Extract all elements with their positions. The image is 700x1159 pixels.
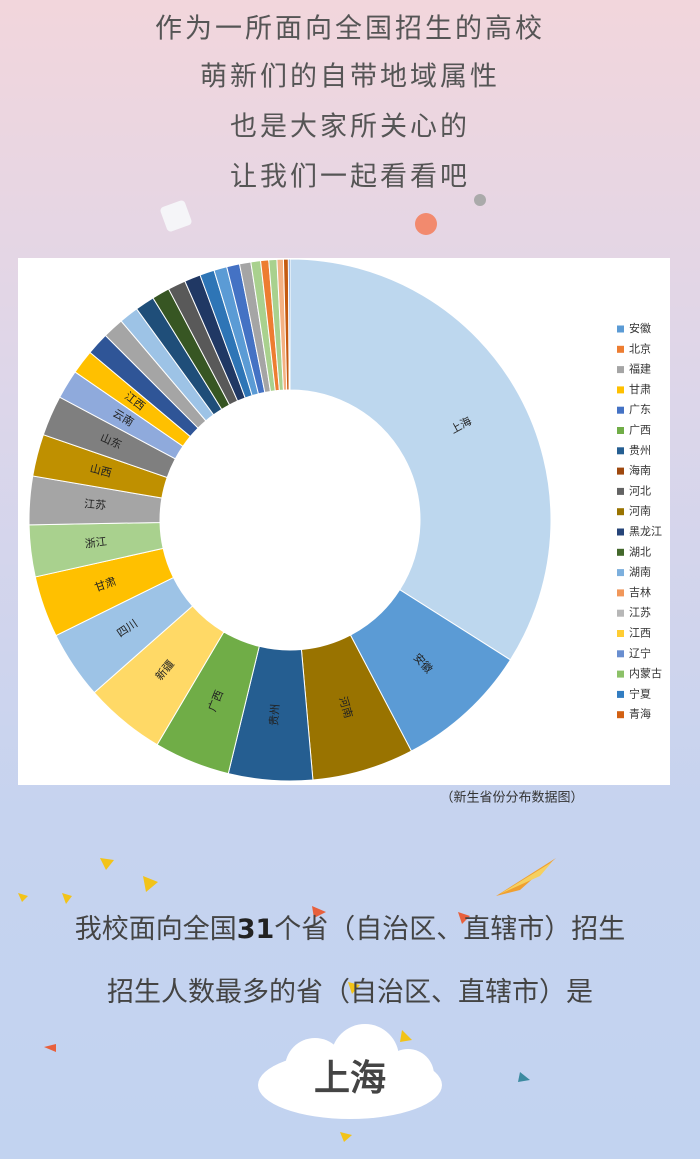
legend-label: 河北 <box>629 484 651 497</box>
legend-swatch <box>617 447 624 455</box>
summary-text: 我校面向全国 <box>75 914 237 945</box>
legend-label: 海南 <box>629 463 651 477</box>
legend-swatch <box>617 406 624 414</box>
legend-label: 吉林 <box>629 585 651 599</box>
chart: 上海安徽河南贵州广西新疆四川甘肃浙江江苏山西山东云南江西安徽北京福建甘肃广东广西… <box>28 258 662 782</box>
legend-label: 河南 <box>629 505 651 518</box>
legend-label: 江西 <box>629 627 651 640</box>
decor <box>415 213 437 235</box>
legend-label: 黑龙江 <box>629 525 662 538</box>
highlight: 上海 <box>314 1058 386 1099</box>
legend-label: 湖北 <box>629 545 651 558</box>
legend-label: 宁夏 <box>629 686 651 700</box>
legend-label: 广东 <box>629 403 651 416</box>
legend-label: 福建 <box>629 362 651 376</box>
slice-label: 江苏 <box>84 497 107 512</box>
intro-line: 萌新们的自带地域属性 <box>200 62 500 93</box>
caption: （新生省份分布数据图） <box>440 790 583 806</box>
legend-swatch <box>617 366 624 374</box>
legend-label: 广西 <box>629 424 651 437</box>
legend-swatch <box>617 325 624 333</box>
legend-swatch <box>617 630 624 637</box>
slice-label: 浙江 <box>84 535 107 551</box>
decor <box>160 200 192 232</box>
legend-swatch <box>617 548 624 556</box>
legend-swatch <box>617 345 624 353</box>
donut-slice <box>287 258 291 391</box>
slice-label: 山西 <box>88 462 113 480</box>
intro-line: 作为一所面向全国招生的高校 <box>155 14 545 45</box>
legend-swatch <box>617 670 624 678</box>
donut-slice <box>289 258 552 661</box>
summary-line: 招生人数最多的省（自治区、直辖市）是 <box>107 977 593 1008</box>
legend-swatch <box>617 711 624 719</box>
intro-line: 也是大家所关心的 <box>230 112 470 143</box>
slice-label: 贵州 <box>267 703 282 726</box>
legend-label: 甘肃 <box>629 383 651 396</box>
legend-label: 江苏 <box>629 606 651 619</box>
legend-swatch <box>617 589 624 597</box>
legend-swatch <box>617 650 624 658</box>
legend-label: 青海 <box>629 707 651 721</box>
legend-label: 贵州 <box>629 444 651 457</box>
intro-line: 让我们一起看看吧 <box>230 162 470 193</box>
summary-text: 31 <box>237 914 275 945</box>
legend-swatch <box>617 569 624 577</box>
legend-label: 内蒙古 <box>629 666 662 680</box>
decor <box>18 858 556 1142</box>
legend-label: 安徽 <box>629 321 651 335</box>
legend-label: 北京 <box>629 341 651 355</box>
slice-label: 河南 <box>336 695 355 720</box>
cloud <box>258 1024 442 1119</box>
legend-label: 湖南 <box>629 566 651 579</box>
legend-swatch <box>617 528 624 536</box>
summary-line: 我校面向全国31个省（自治区、直辖市）招生 <box>75 914 626 945</box>
legend-swatch <box>617 386 624 394</box>
legend-swatch <box>617 427 624 434</box>
legend-swatch <box>617 609 624 617</box>
legend-swatch <box>617 508 624 516</box>
legend-label: 辽宁 <box>629 646 651 660</box>
summary-text: 招生人数最多的省（自治区、直辖市）是 <box>107 977 593 1008</box>
legend-swatch <box>617 467 624 475</box>
decor <box>474 194 486 206</box>
legend-swatch <box>617 690 624 698</box>
legend-swatch <box>617 487 624 495</box>
summary-text: 个省（自治区、直辖市）招生 <box>274 914 625 945</box>
